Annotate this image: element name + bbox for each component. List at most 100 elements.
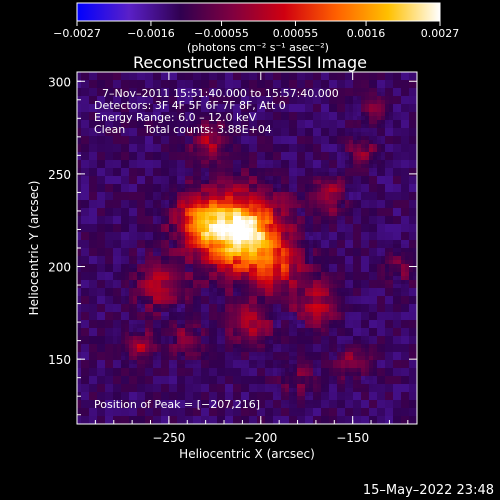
heatmap-cell xyxy=(177,200,182,205)
heatmap-cell xyxy=(193,316,198,321)
heatmap-cell xyxy=(117,72,122,77)
heatmap-cell xyxy=(297,168,302,173)
heatmap-cell xyxy=(93,84,98,89)
heatmap-cell xyxy=(177,216,182,221)
heatmap-cell xyxy=(177,384,182,389)
heatmap-cell xyxy=(221,280,226,285)
heatmap-cell xyxy=(133,276,138,281)
heatmap-cell xyxy=(213,156,218,161)
heatmap-cell xyxy=(101,416,106,421)
heatmap-cell xyxy=(285,116,290,121)
heatmap-cell xyxy=(101,196,106,201)
heatmap-cell xyxy=(129,280,134,285)
heatmap-cell xyxy=(229,164,234,169)
heatmap-cell xyxy=(221,300,226,305)
heatmap-cell xyxy=(285,80,290,85)
heatmap-cell xyxy=(177,80,182,85)
heatmap-cell xyxy=(145,420,150,424)
heatmap-cell xyxy=(201,332,206,337)
heatmap-cell xyxy=(173,296,178,301)
heatmap-cell xyxy=(161,372,166,377)
heatmap-cell xyxy=(165,256,170,261)
heatmap-cell xyxy=(209,208,214,213)
heatmap-cell xyxy=(149,312,154,317)
heatmap-cell xyxy=(93,404,98,409)
heatmap-cell xyxy=(189,392,194,397)
heatmap-cell xyxy=(93,204,98,209)
heatmap-cell xyxy=(297,104,302,109)
heatmap-cell xyxy=(189,172,194,177)
heatmap-cell xyxy=(193,344,198,349)
heatmap-cell xyxy=(133,364,138,369)
heatmap-cell xyxy=(289,408,294,413)
heatmap-cell xyxy=(245,248,250,253)
heatmap-cell xyxy=(293,272,298,277)
heatmap-cell xyxy=(261,264,266,269)
heatmap-cell xyxy=(157,404,162,409)
heatmap-cell xyxy=(297,260,302,265)
heatmap-cell xyxy=(109,112,114,117)
heatmap-cell xyxy=(165,308,170,313)
heatmap-cell xyxy=(117,416,122,421)
heatmap-cell xyxy=(221,320,226,325)
heatmap-cell xyxy=(297,412,302,417)
heatmap-cell xyxy=(277,88,282,93)
heatmap-cell xyxy=(273,160,278,165)
heatmap-cell xyxy=(85,324,90,329)
heatmap-cell xyxy=(81,288,86,293)
heatmap-cell xyxy=(189,332,194,337)
heatmap-cell xyxy=(297,368,302,373)
heatmap-cell xyxy=(217,360,222,365)
heatmap-cell xyxy=(157,416,162,421)
heatmap-cell xyxy=(289,100,294,105)
heatmap-cell xyxy=(221,148,226,153)
heatmap-cell xyxy=(193,236,198,241)
heatmap-cell xyxy=(193,100,198,105)
heatmap-cell xyxy=(241,152,246,157)
heatmap-cell xyxy=(265,220,270,225)
heatmap-cell xyxy=(213,344,218,349)
heatmap-cell xyxy=(177,104,182,109)
heatmap-cell xyxy=(265,208,270,213)
heatmap-cell xyxy=(117,420,122,424)
heatmap-cell xyxy=(177,248,182,253)
heatmap-cell xyxy=(225,264,230,269)
heatmap-cell xyxy=(97,388,102,393)
heatmap-cell xyxy=(77,316,82,321)
heatmap-cell xyxy=(181,388,186,393)
heatmap-cell xyxy=(253,348,258,353)
heatmap-cell xyxy=(229,148,234,153)
heatmap-cell xyxy=(297,408,302,413)
heatmap-cell xyxy=(129,376,134,381)
heatmap-cell xyxy=(293,104,298,109)
heatmap-cell xyxy=(129,292,134,297)
heatmap-cell xyxy=(89,284,94,289)
heatmap-cell xyxy=(261,396,266,401)
heatmap-cell xyxy=(197,260,202,265)
heatmap-cell xyxy=(237,228,242,233)
heatmap-cell xyxy=(265,216,270,221)
heatmap-cell xyxy=(221,108,226,113)
heatmap-cell xyxy=(93,228,98,233)
heatmap-cell xyxy=(161,76,166,81)
heatmap-cell xyxy=(217,224,222,229)
heatmap-cell xyxy=(253,404,258,409)
heatmap-cell xyxy=(117,184,122,189)
heatmap-cell xyxy=(129,356,134,361)
heatmap-cell xyxy=(289,284,294,289)
heatmap-cell xyxy=(137,108,142,113)
heatmap-cell xyxy=(205,84,210,89)
heatmap-cell xyxy=(213,128,218,133)
heatmap-cell xyxy=(129,144,134,149)
heatmap-cell xyxy=(205,320,210,325)
heatmap-cell xyxy=(277,260,282,265)
heatmap-cell xyxy=(81,92,86,97)
heatmap-cell xyxy=(205,180,210,185)
heatmap-cell xyxy=(193,420,198,424)
heatmap-cell xyxy=(109,372,114,377)
heatmap-cell xyxy=(149,256,154,261)
heatmap-cell xyxy=(221,408,226,413)
heatmap-cell xyxy=(253,352,258,357)
heatmap-cell xyxy=(177,100,182,105)
heatmap-cell xyxy=(97,232,102,237)
